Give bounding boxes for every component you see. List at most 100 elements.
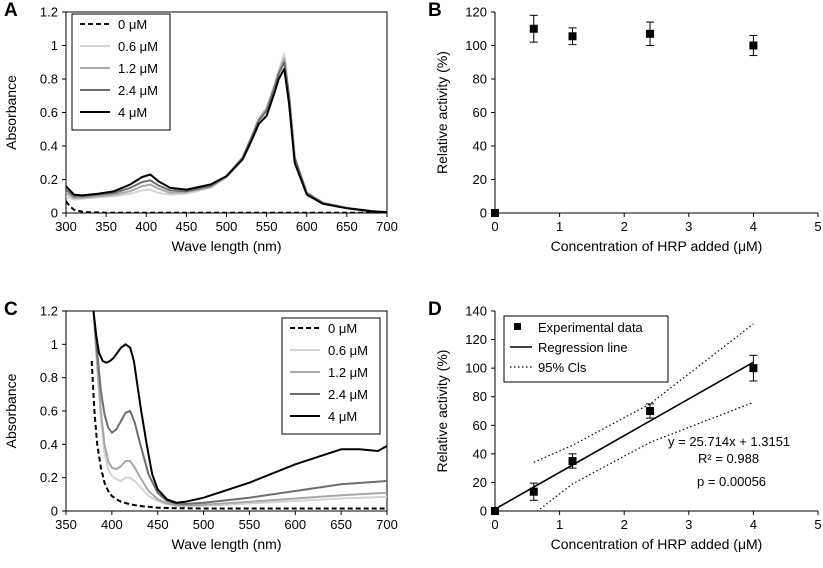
x-tick-label: 2 xyxy=(621,517,628,532)
x-tick-label: 0 xyxy=(491,219,498,234)
y-tick-label: 60 xyxy=(473,105,487,120)
y-tick-label: 0.8 xyxy=(40,370,58,385)
x-tick-label: 400 xyxy=(135,219,157,234)
legend-box xyxy=(71,13,171,131)
legend-label-0: Experimental data xyxy=(538,320,644,335)
regression-annotation-1: R² = 0.988 xyxy=(698,451,759,466)
y-axis-label: Relative activity (%) xyxy=(434,51,450,174)
y-tick-label: 80 xyxy=(473,72,487,87)
y-tick-label: 20 xyxy=(473,475,487,490)
panel-label: A xyxy=(4,0,18,21)
legend-label-4: 4 μM xyxy=(118,105,147,120)
y-tick-label: 140 xyxy=(465,304,487,319)
data-point-3 xyxy=(646,29,655,38)
x-tick-label: 5 xyxy=(814,517,821,532)
legend-label-1: Regression line xyxy=(538,340,628,355)
panel-d: D 0 1 2 3 4 5 0 20 40 60 80 100 120 140 Concentration o… xyxy=(428,299,822,552)
data-point-1 xyxy=(529,487,538,496)
y-tick-label: 0.2 xyxy=(40,172,58,187)
regression-annotation-0: y = 25.714x + 1.3151 xyxy=(668,434,790,449)
x-tick-label: 450 xyxy=(147,517,169,532)
x-tick-label: 4 xyxy=(750,517,757,532)
y-tick-label: 1.2 xyxy=(40,304,58,319)
x-tick-label: 5 xyxy=(814,219,821,234)
panel-c: C 350 400 450 500 550 600 650 700 0 0.2 0.4 0.6 0.8 1 1… xyxy=(3,299,398,552)
y-tick-label: 40 xyxy=(473,139,487,154)
y-tick-label: 0.8 xyxy=(40,72,58,87)
legend-label-2: 1.2 μM xyxy=(328,365,368,380)
x-tick-label: 450 xyxy=(176,219,198,234)
series-line-0 xyxy=(90,360,387,510)
x-axis-label: Wave length (nm) xyxy=(172,238,282,254)
x-tick-label: 400 xyxy=(101,517,123,532)
series-line-4 xyxy=(66,67,387,213)
series-line-0 xyxy=(66,200,387,213)
y-tick-label: 0.2 xyxy=(40,470,58,485)
y-tick-label: 0 xyxy=(480,206,487,221)
panel-b: B 0 1 2 3 4 5 0 20 40 60 80 100 120 Concentration of H… xyxy=(428,0,822,254)
y-tick-label: 0 xyxy=(480,504,487,519)
legend-label-3: 2.4 μM xyxy=(118,83,158,98)
data-point-2 xyxy=(568,457,577,465)
legend-label-2: 95% Cls xyxy=(538,360,587,375)
y-tick-label: 120 xyxy=(465,5,487,20)
y-tick-label: 40 xyxy=(473,446,487,461)
data-point-0 xyxy=(491,209,499,217)
x-tick-label: 600 xyxy=(296,219,318,234)
y-tick-label: 1.2 xyxy=(40,5,58,20)
x-tick-label: 1 xyxy=(556,219,563,234)
x-tick-label: 650 xyxy=(330,517,352,532)
y-tick-label: 120 xyxy=(465,332,487,347)
x-tick-label: 3 xyxy=(685,517,692,532)
data-point-4 xyxy=(749,41,758,50)
y-tick-label: 0.4 xyxy=(40,139,58,154)
legend-label-0: 0 μM xyxy=(118,17,147,32)
x-tick-label: 1 xyxy=(556,517,563,532)
y-axis-label: Relative activity (%) xyxy=(434,350,450,473)
y-axis-label: Absorbance xyxy=(3,75,19,150)
panel-label: D xyxy=(428,299,442,320)
x-tick-label: 3 xyxy=(685,219,692,234)
y-tick-label: 0 xyxy=(51,504,58,519)
legend-label-1: 0.6 μM xyxy=(328,343,368,358)
legend-label-2: 1.2 μM xyxy=(118,61,158,76)
legend-label-1: 0.6 μM xyxy=(118,39,158,54)
data-point-2 xyxy=(568,32,577,41)
legend-label-4: 4 μM xyxy=(328,409,357,424)
x-tick-label: 550 xyxy=(256,219,278,234)
x-tick-label: 550 xyxy=(239,517,261,532)
ci-upper-line xyxy=(533,323,754,463)
legend-box xyxy=(503,315,669,383)
x-tick-label: 350 xyxy=(55,517,77,532)
series-line-1 xyxy=(92,311,387,508)
series-line-2 xyxy=(92,311,387,507)
y-tick-label: 1 xyxy=(51,38,58,53)
panel-label: C xyxy=(4,299,18,320)
data-point-4 xyxy=(749,364,758,373)
x-axis-label: Concentration of HRP added (μM) xyxy=(551,238,763,254)
x-tick-label: 500 xyxy=(193,517,215,532)
y-tick-label: 20 xyxy=(473,172,487,187)
y-tick-label: 0.4 xyxy=(40,437,58,452)
x-tick-label: 600 xyxy=(284,517,306,532)
data-point-1 xyxy=(529,24,538,33)
panel-label: B xyxy=(428,0,442,21)
series-line-3 xyxy=(92,311,387,505)
regression-line xyxy=(494,361,754,510)
x-tick-label: 500 xyxy=(216,219,238,234)
y-tick-label: 100 xyxy=(465,38,487,53)
y-tick-label: 60 xyxy=(473,418,487,433)
x-tick-label: 300 xyxy=(55,219,77,234)
ci-lower-line xyxy=(536,401,754,511)
legend-box xyxy=(281,317,381,435)
data-point-0 xyxy=(491,507,499,515)
x-axis-label: Concentration of HRP added (μM) xyxy=(551,536,763,552)
y-tick-label: 0.6 xyxy=(40,105,58,120)
x-tick-label: 700 xyxy=(376,517,398,532)
x-tick-label: 2 xyxy=(621,219,628,234)
x-tick-label: 4 xyxy=(750,219,757,234)
legend-label-3: 2.4 μM xyxy=(328,387,368,402)
x-tick-label: 0 xyxy=(491,517,498,532)
y-tick-label: 0 xyxy=(51,206,58,221)
